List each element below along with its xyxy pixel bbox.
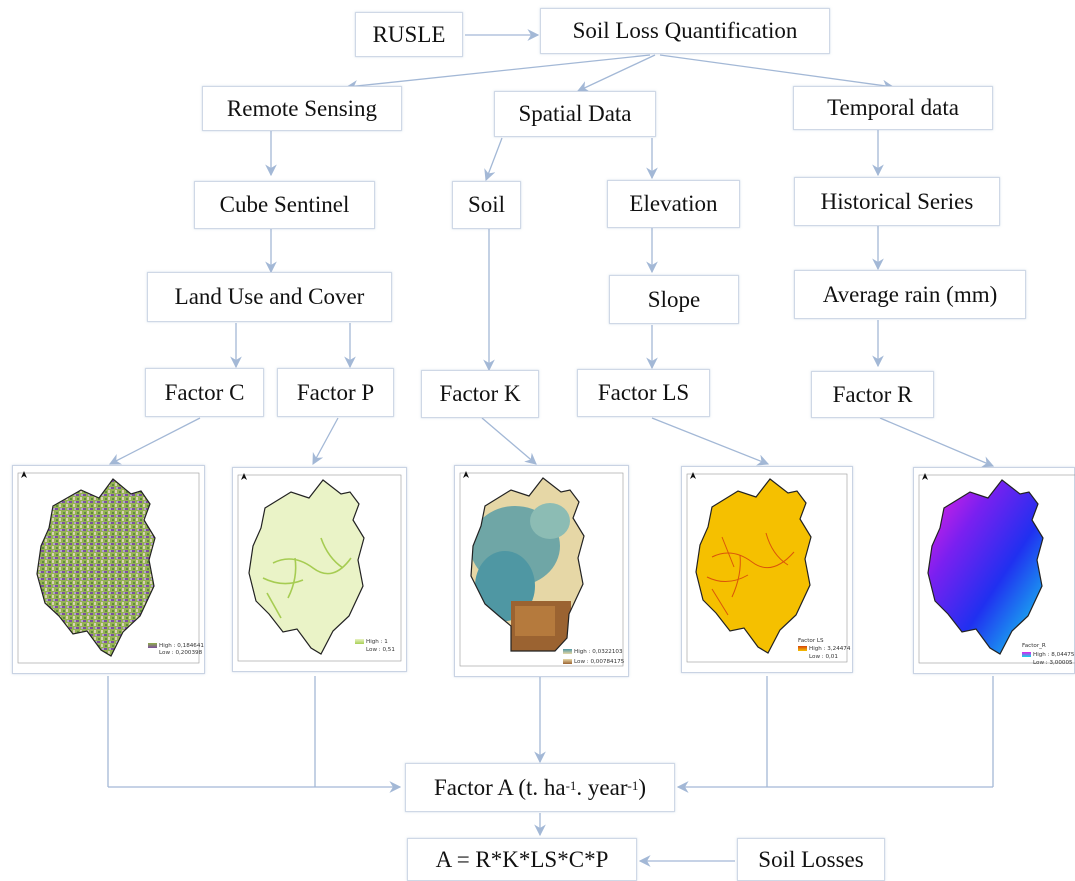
map-ls-legend-high: High : 3,24474	[809, 646, 851, 652]
map-c-legend-high: High : 0,184641	[159, 643, 204, 649]
node-remote-sensing: Remote Sensing	[202, 86, 402, 131]
node-soil-losses: Soil Losses	[737, 838, 885, 881]
arrow-factor-p-to-map	[312, 417, 339, 466]
node-factor-a: Factor A (t. ha -1. year -1)	[405, 763, 675, 812]
node-land-use-cover: Land Use and Cover	[147, 272, 392, 322]
node-temporal-data: Temporal data	[793, 86, 993, 130]
map-p-legend-low: Low : 0,51	[366, 647, 395, 653]
map-c-legend-low: Low : 0,200398	[159, 650, 203, 656]
map-factor-ls: Factor LS High : 3,24474 Low : 0,01	[681, 466, 853, 673]
node-slope: Slope	[609, 275, 739, 324]
node-factor-c: Factor C	[145, 368, 264, 417]
node-soil: Soil	[452, 181, 521, 229]
node-cube-sentinel: Cube Sentinel	[194, 181, 375, 229]
map-k-legend-high: High : 0,0322103	[574, 649, 623, 655]
map-factor-p: High : 1 Low : 0,51	[232, 467, 407, 672]
node-factor-r: Factor R	[811, 371, 934, 418]
node-equation: A = R*K*LS*C*P	[407, 838, 637, 881]
map-factor-r: Factor_R High : 8,04475 Low : 3,00005	[913, 467, 1075, 674]
node-soil-loss-quantification: Soil Loss Quantification	[540, 8, 830, 54]
arrow-slq-to-spatial	[576, 54, 656, 92]
map-r-legend-title: Factor_R	[1022, 643, 1046, 649]
arrow-factor-r-to-map	[879, 417, 995, 468]
p-region-shape	[248, 479, 365, 655]
arrow-factor-ls-to-map	[651, 417, 770, 466]
map-p-legend-high: High : 1	[366, 639, 388, 645]
r-region-shape	[927, 479, 1044, 655]
node-factor-p: Factor P	[277, 368, 394, 417]
map-k-legend-low: Low : 0,00784175	[574, 659, 625, 665]
node-historical-series: Historical Series	[794, 177, 1000, 226]
factor-a-prefix: Factor A (t. ha	[433, 774, 566, 800]
node-elevation: Elevation	[607, 180, 740, 228]
node-factor-k: Factor K	[421, 370, 539, 418]
node-spatial-data: Spatial Data	[494, 91, 656, 137]
node-factor-ls: Factor LS	[577, 369, 710, 417]
node-rusle: RUSLE	[355, 12, 463, 57]
arrow-factor-k-to-map	[481, 417, 537, 465]
map-ls-legend-low: Low : 0,01	[809, 654, 838, 660]
map-factor-c: High : 0,184641 Low : 0,200398	[12, 465, 205, 674]
map-ls-legend-title: Factor LS	[798, 638, 824, 644]
map-r-legend-high: High : 8,04475	[1033, 652, 1075, 658]
c-region-shape	[36, 478, 156, 657]
factor-a-mid: . year	[576, 774, 628, 800]
arrow-slq-to-remote	[345, 54, 651, 92]
factor-a-suffix: )	[638, 774, 647, 800]
arrow-spatial-to-soil	[484, 137, 503, 182]
node-average-rain: Average rain (mm)	[794, 270, 1026, 319]
map-r-legend-low: Low : 3,00005	[1033, 660, 1073, 666]
map-factor-k: High : 0,0322103 Low : 0,00784175	[454, 465, 629, 677]
arrow-slq-to-temporal	[659, 54, 895, 92]
ls-region-shape	[695, 478, 812, 654]
arrow-factor-c-to-map	[108, 417, 201, 465]
